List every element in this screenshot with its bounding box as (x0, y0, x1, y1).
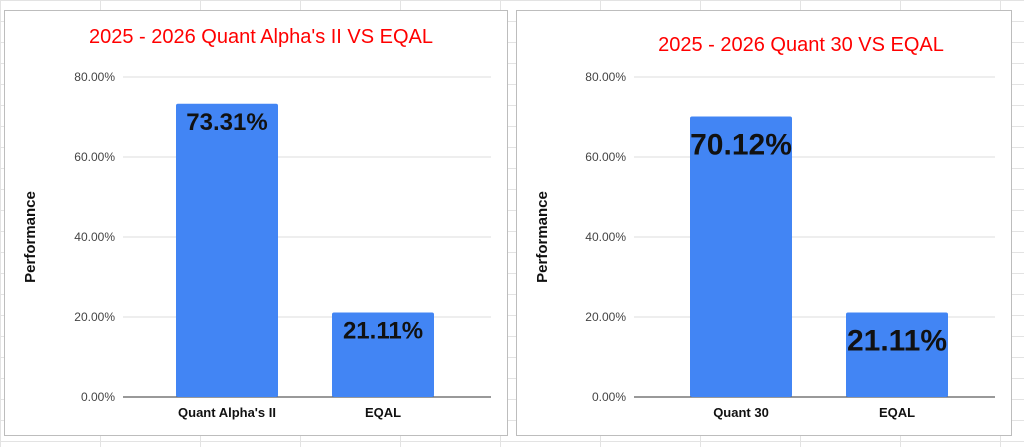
y-axis-label: Performance (22, 191, 39, 283)
y-tick-label: 40.00% (585, 230, 626, 244)
data-label: 21.11% (343, 318, 423, 345)
y-axis-label: Performance (534, 191, 551, 283)
data-label: 70.12% (690, 129, 792, 162)
y-tick-label: 20.00% (74, 310, 115, 324)
x-category-label: EQAL (879, 405, 915, 420)
data-label: 73.31% (186, 109, 267, 136)
y-tick-label: 20.00% (585, 310, 626, 324)
y-tick-label: 60.00% (585, 150, 626, 164)
bar[interactable] (176, 103, 278, 397)
x-category-label: EQAL (365, 405, 401, 420)
bar[interactable] (846, 312, 948, 397)
data-label: 21.11% (847, 325, 947, 358)
y-tick-label: 40.00% (74, 230, 115, 244)
y-tick-label: 0.00% (81, 390, 115, 404)
chart-panel-quant-30[interactable]: 2025 - 2026 Quant 30 VS EQAL 0.00% 20.00% 4… (516, 10, 1012, 436)
bar-chart-quant-30: 2025 - 2026 Quant 30 VS EQAL 0.00% 20.00% 4… (534, 34, 995, 420)
y-tick-label: 0.00% (592, 390, 626, 404)
chart-title: 2025 - 2026 Quant Alpha's II VS EQAL (89, 26, 433, 48)
x-category-label: Quant 30 (713, 405, 769, 420)
x-category-label: Quant Alpha's II (178, 405, 276, 420)
bar[interactable] (690, 116, 792, 398)
bar[interactable] (332, 312, 434, 397)
chart-panel-quant-alphas-ii[interactable]: 2025 - 2026 Quant Alpha's II VS EQAL 0.00… (4, 10, 508, 436)
y-tick-label: 60.00% (74, 150, 115, 164)
y-tick-label: 80.00% (585, 70, 626, 84)
y-tick-label: 80.00% (74, 70, 115, 84)
chart-title: 2025 - 2026 Quant 30 VS EQAL (658, 34, 944, 56)
bar-chart-quant-alphas-ii: 2025 - 2026 Quant Alpha's II VS EQAL 0.00… (22, 26, 491, 420)
